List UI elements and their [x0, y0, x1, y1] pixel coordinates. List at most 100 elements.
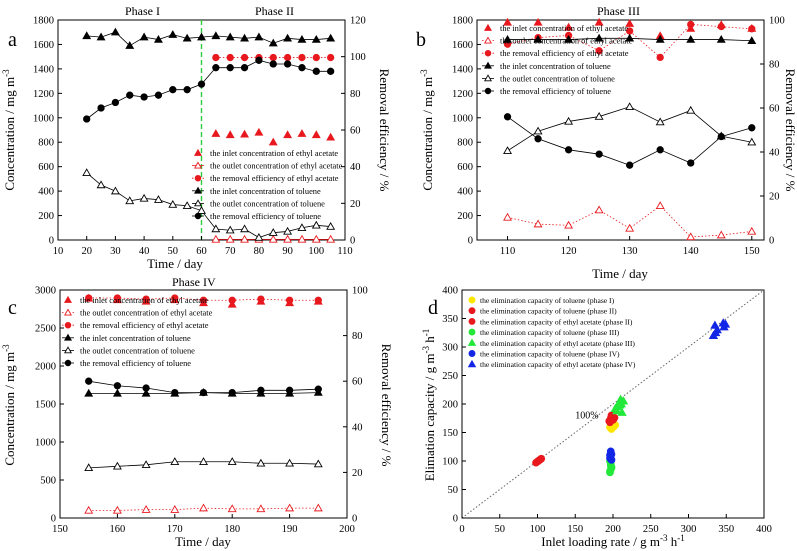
panel-a-legend-marker [194, 148, 202, 156]
panel-b-y2-tick-label: 60 [769, 104, 780, 115]
panel-a-data-point [269, 60, 277, 68]
panel-c-legend-label: the outlet concentration of ethyl acetat… [80, 309, 213, 318]
panel-b-data-point [687, 159, 695, 167]
panel-b-data-point [656, 146, 664, 154]
panel-a-series-line-5 [86, 59, 331, 120]
panel-b-x-tick-label: 110 [500, 246, 515, 257]
panel-b-data-point [716, 230, 726, 239]
panel-a-series [82, 27, 336, 243]
panel-a-data-point [254, 32, 264, 41]
panel-b-line-chart: b Phase III 110 120 130 140 150 020040060080… [416, 4, 797, 281]
panel-d-label: d [428, 297, 438, 319]
panel-d-legend-marker [468, 296, 476, 304]
panel-a-phase-2: Phase II [255, 4, 294, 18]
panel-b-legend-marker [484, 36, 492, 44]
panel-d-y-tick-label: 200 [442, 400, 458, 411]
panel-c-data-point [256, 504, 266, 513]
panel-d-y-tick-label: 350 [442, 314, 458, 325]
panel-a-x-tick-label: 40 [139, 246, 150, 257]
panel-a-legend-marker [194, 212, 202, 220]
panel-b-legend-label: the outlet concentration of ethyl acetat… [500, 37, 633, 46]
panel-d-y-tick-label: 300 [442, 343, 458, 354]
panel-c-legend-label: the inlet concentration of ethyl acetate [80, 296, 208, 305]
panel-c-data-point [228, 388, 236, 397]
panel-c-ylabel-sup: -3 [1, 344, 11, 352]
panel-a-y-tick-label: 1200 [33, 89, 54, 100]
panel-b-data-point [655, 34, 665, 43]
panel-a-data-point [182, 201, 192, 209]
panel-b-y2-tick-label: 80 [769, 60, 780, 71]
panel-d-xlabel-tail: h [668, 534, 678, 549]
panel-a-phase-1: Phase I [125, 4, 160, 18]
panel-b-x-tick-label: 140 [683, 246, 699, 257]
panel-d-y-ticks: 0 50 100 150 200 250 300 350 400 [442, 286, 466, 525]
panel-b-legend-marker [484, 49, 492, 57]
panel-a-data-point [326, 33, 336, 42]
panel-d-data-point [612, 406, 622, 415]
panel-d-ylabel-sup: -3 [421, 345, 431, 353]
panel-a-y-tick-label: 800 [38, 138, 54, 149]
panel-a-data-point [283, 53, 292, 62]
panel-a-y-tick-label: 600 [38, 162, 54, 173]
panel-a-data-point [83, 115, 91, 123]
panel-c-series [84, 293, 323, 514]
panel-a-data-point [212, 53, 220, 62]
panel-b-legend-label: the outlet concentration of toluene [500, 74, 615, 83]
panel-a-y-tick-label: 1600 [33, 40, 54, 51]
panel-b-y-tick-label: 1000 [452, 113, 473, 124]
panel-c-y-tick-label: 1500 [35, 400, 56, 411]
panel-c-y-tick-label: 3000 [35, 286, 56, 297]
panel-a-y-tick-label: 1400 [33, 64, 54, 75]
panel-b-data-point [625, 102, 635, 110]
panel-b-data-point [533, 126, 543, 135]
panel-b-data-point [717, 132, 725, 141]
panel-c-data-point [285, 296, 294, 304]
panel-b-x-ticks: 110 120 130 140 150 [500, 236, 760, 257]
panel-a-data-point [139, 193, 149, 202]
panel-a-series-line-3 [86, 31, 331, 47]
panel-a-data-point [269, 53, 277, 62]
panel-c-x-ticks: 150 160 170 180 190 200 [52, 514, 355, 535]
panel-b-data-point [533, 17, 543, 26]
panel-b-data-point [747, 36, 757, 44]
panel-a-x-tick-label: 90 [282, 246, 293, 257]
panel-d-ylabel-tail: h [422, 336, 437, 346]
panel-a-data-point [96, 180, 106, 189]
panel-c-data-point [227, 299, 237, 308]
panel-a-data-point [226, 53, 234, 62]
panel-a-data-point [211, 31, 221, 40]
panel-a-data-point [211, 234, 221, 243]
panel-a-y2-tick-label: 20 [350, 199, 361, 210]
panel-c-legend-marker [64, 346, 72, 354]
panel-d-legend-marker [468, 328, 476, 336]
panel-b-y-tick-label: 1800 [452, 16, 473, 27]
panel-c-y2-tick-label: 20 [352, 468, 363, 479]
panel-c-data-point [227, 457, 237, 465]
panel-a-y2-tick-label: 40 [350, 162, 361, 173]
panel-b-data-point [564, 220, 574, 229]
panel-d-scatter-chart: d 100% 0 50 100 150 200 250 300 350 400 0 50 100 15… [421, 286, 772, 550]
panel-a-data-point [211, 224, 221, 233]
panel-a-x-tick-label: 60 [196, 246, 207, 257]
panel-a-data-point [82, 168, 92, 176]
panel-a-data-point [240, 64, 249, 72]
panel-c-data-point [141, 505, 151, 513]
panel-a-data-point [268, 234, 278, 243]
panel-a-x-tick-label: 110 [337, 246, 352, 257]
panel-a-data-point [140, 93, 148, 101]
panel-b-xlabel: Time / day [592, 266, 648, 281]
panel-c-y-tick-label: 1000 [35, 438, 56, 449]
panel-a-data-point [182, 33, 192, 42]
panel-c-y2-tick-label: 80 [352, 331, 363, 342]
panel-a-data-point [197, 80, 206, 88]
panel-d-x-tick-label: 50 [495, 524, 506, 535]
panel-b-data-point [686, 23, 696, 32]
panel-c-y2-tick-label: 60 [352, 377, 363, 388]
panel-a-data-point [212, 64, 220, 72]
panel-b-y2-tick-label: 0 [769, 236, 774, 247]
panel-c-label: c [8, 297, 17, 319]
panel-a-data-point [283, 33, 293, 42]
panel-b-series-line-5 [507, 116, 752, 166]
panel-a-y-tick-label: 1800 [33, 16, 54, 27]
panel-a-legend-marker [194, 174, 202, 182]
